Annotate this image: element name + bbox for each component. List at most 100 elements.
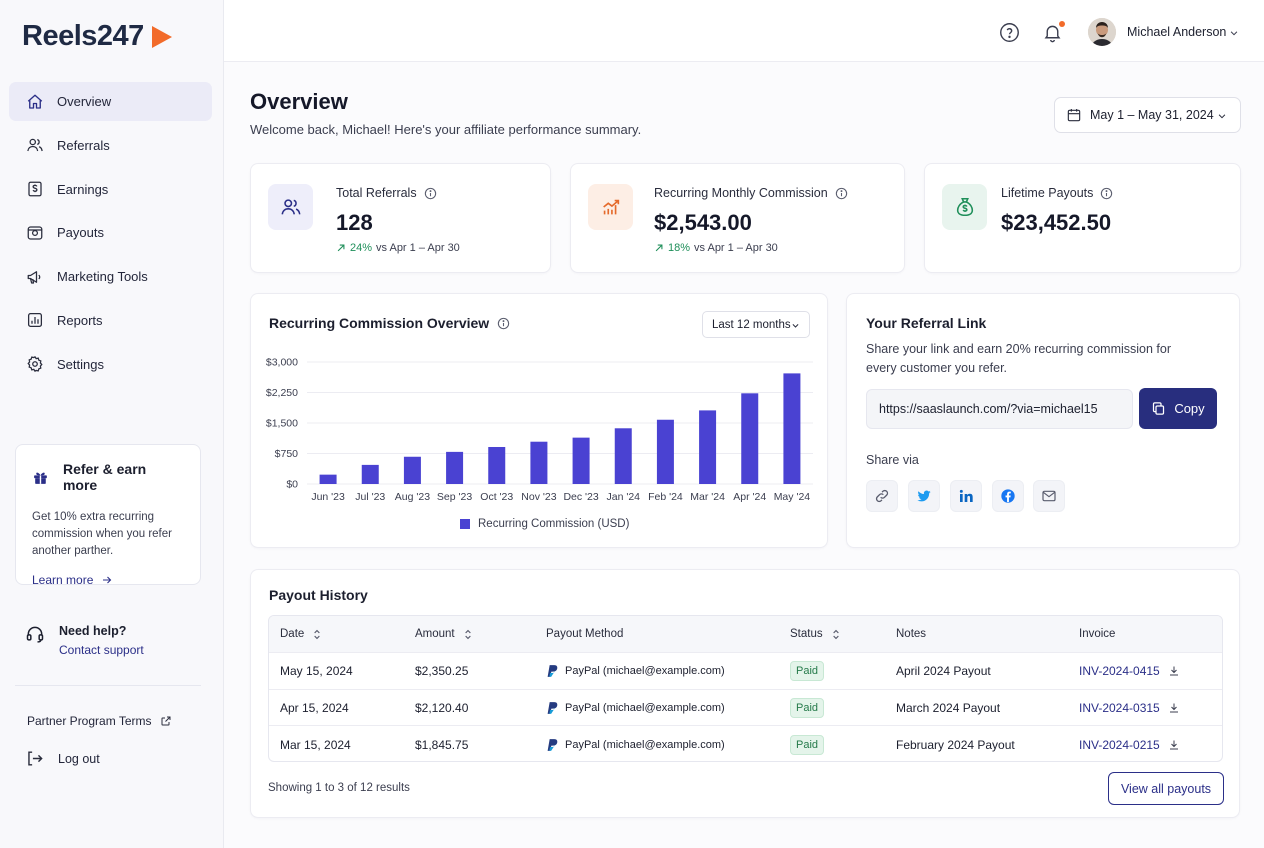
- sidebar-item-label: Settings: [57, 356, 104, 372]
- refer-earn-card: Refer & earn more Get 10% extra recurrin…: [15, 444, 201, 587]
- view-all-payouts-button[interactable]: View all payouts: [1108, 772, 1224, 805]
- sidebar-item-label: Marketing Tools: [57, 269, 148, 285]
- payout-history-title: Payout History: [269, 587, 368, 603]
- column-header-date[interactable]: Date: [280, 616, 321, 652]
- email-icon: [1042, 490, 1056, 502]
- learn-more-link[interactable]: Learn more: [32, 573, 184, 587]
- sidebar-item-label: Reports: [57, 312, 103, 328]
- bar: [741, 393, 759, 484]
- partner-terms-link[interactable]: Partner Program Terms: [27, 714, 172, 728]
- invoice-number: INV-2024-0215: [1079, 737, 1160, 752]
- external-link-icon: [161, 716, 171, 726]
- payout-notes: February 2024 Payout: [896, 737, 1015, 752]
- avatar[interactable]: [1088, 18, 1116, 46]
- sidebar-item-reports[interactable]: Reports: [9, 301, 212, 340]
- share-facebook-button[interactable]: [992, 480, 1024, 512]
- page-subtitle: Welcome back, Michael! Here's your affil…: [250, 122, 642, 137]
- stat-label: Lifetime Payouts: [1001, 186, 1113, 200]
- logo-text: Reels247: [22, 20, 144, 52]
- referral-link-input[interactable]: [866, 389, 1133, 429]
- x-tick-label: Aug '23: [395, 491, 430, 503]
- column-header-label: Amount: [415, 628, 455, 640]
- bar: [446, 451, 464, 484]
- payout-date: Mar 15, 2024: [280, 737, 351, 752]
- logout-button[interactable]: Log out: [25, 749, 100, 768]
- x-tick-label: Jun '23: [311, 491, 345, 503]
- share-link-button[interactable]: [866, 480, 898, 512]
- user-name[interactable]: Michael Anderson: [1127, 25, 1227, 39]
- column-header-label: Payout Method: [546, 628, 624, 640]
- sidebar-item-earnings[interactable]: Earnings: [9, 170, 212, 209]
- linkedin-icon: [959, 489, 973, 502]
- trend-period: vs Apr 1 – Apr 30: [694, 242, 778, 254]
- info-icon[interactable]: [424, 187, 437, 200]
- sort-icon: [314, 629, 321, 639]
- chevron-down-icon[interactable]: [1229, 28, 1239, 38]
- period-select-value: Last 12 months: [712, 318, 791, 331]
- payout-method-label: PayPal (michael@example.com): [565, 701, 725, 714]
- sort-icon: [832, 629, 839, 639]
- headset-icon: [26, 626, 44, 643]
- referral-link-card: Your Referral Link Share your link and e…: [846, 293, 1240, 548]
- calendar-icon: [1067, 109, 1081, 122]
- bell-icon[interactable]: [1042, 22, 1063, 43]
- share-linkedin-button[interactable]: [950, 480, 982, 512]
- x-tick-label: Oct '23: [480, 491, 513, 503]
- refer-card-body: Get 10% extra recurring commission when …: [32, 511, 172, 557]
- help-circle-icon[interactable]: [999, 22, 1020, 43]
- column-header-payout-method: Payout Method: [546, 616, 623, 652]
- bar-report-icon: [27, 313, 43, 328]
- bar: [572, 437, 590, 484]
- home-icon: [27, 94, 43, 109]
- payout-invoice: INV-2024-0415: [1079, 653, 1180, 689]
- share-email-button[interactable]: [1033, 480, 1065, 512]
- bar: [656, 419, 674, 484]
- sidebar-item-overview[interactable]: Overview: [9, 82, 212, 121]
- invoice-link[interactable]: INV-2024-0415: [1079, 664, 1180, 678]
- chart-title-text: Recurring Commission Overview: [269, 315, 490, 331]
- sidebar-item-referrals[interactable]: Referrals: [9, 126, 212, 165]
- link-icon: [875, 489, 889, 503]
- user-avatar-icon: [1088, 18, 1116, 46]
- legend-swatch: [460, 519, 470, 529]
- share-twitter-button[interactable]: [908, 480, 940, 512]
- payout-status: Paid: [790, 726, 825, 761]
- column-header-status[interactable]: Status: [790, 616, 840, 652]
- stat-value: 128: [336, 210, 373, 235]
- period-select[interactable]: Last 12 months: [702, 311, 810, 338]
- date-range-picker[interactable]: May 1 – May 31, 2024: [1054, 97, 1241, 133]
- payout-method-label: PayPal (michael@example.com): [565, 665, 725, 677]
- copy-button-label: Copy: [1174, 401, 1205, 416]
- stat-label-text: Total Referrals: [336, 186, 417, 200]
- column-header-amount[interactable]: Amount: [415, 616, 472, 652]
- referral-title: Your Referral Link: [866, 315, 987, 331]
- bar-chart: $3,000 $2,250 $1,500 $750 $0 Jun '23 Jul '23 Au…: [266, 357, 813, 503]
- payout-table: Date Amount Payout Method Status Notes I…: [268, 615, 1223, 762]
- invoice-link[interactable]: INV-2024-0315: [1079, 701, 1180, 715]
- sidebar-item-label: Payouts: [57, 225, 104, 241]
- chevron-down-icon: [792, 324, 799, 328]
- paypal-icon: [547, 701, 558, 714]
- app-logo[interactable]: Reels247: [22, 20, 172, 53]
- copy-button[interactable]: Copy: [1139, 388, 1217, 429]
- wallet-icon: [27, 226, 43, 240]
- sidebar-item-settings[interactable]: Settings: [9, 345, 212, 384]
- payout-method: PayPal (michael@example.com): [546, 653, 725, 689]
- logout-icon: [28, 751, 43, 766]
- sidebar-item-payouts[interactable]: Payouts: [9, 213, 212, 252]
- bar: [699, 410, 717, 484]
- contact-support-link[interactable]: Contact support: [59, 643, 144, 657]
- y-tick-label: $1,500: [266, 418, 298, 430]
- info-icon[interactable]: [835, 187, 848, 200]
- stat-card-total-referrals: Total Referrals 128 24% vs Apr 1 – Apr 3…: [250, 163, 551, 273]
- sidebar-item-marketing-tools[interactable]: Marketing Tools: [9, 257, 212, 296]
- status-badge: Paid: [790, 697, 825, 718]
- payout-method-label: PayPal (michael@example.com): [565, 738, 725, 751]
- info-icon[interactable]: [1100, 187, 1113, 200]
- bar: [403, 456, 421, 484]
- invoice-link[interactable]: INV-2024-0215: [1079, 738, 1180, 752]
- x-tick-label: Mar '24: [690, 491, 725, 503]
- bar: [530, 441, 548, 484]
- info-icon[interactable]: [497, 317, 510, 330]
- bar: [488, 446, 506, 484]
